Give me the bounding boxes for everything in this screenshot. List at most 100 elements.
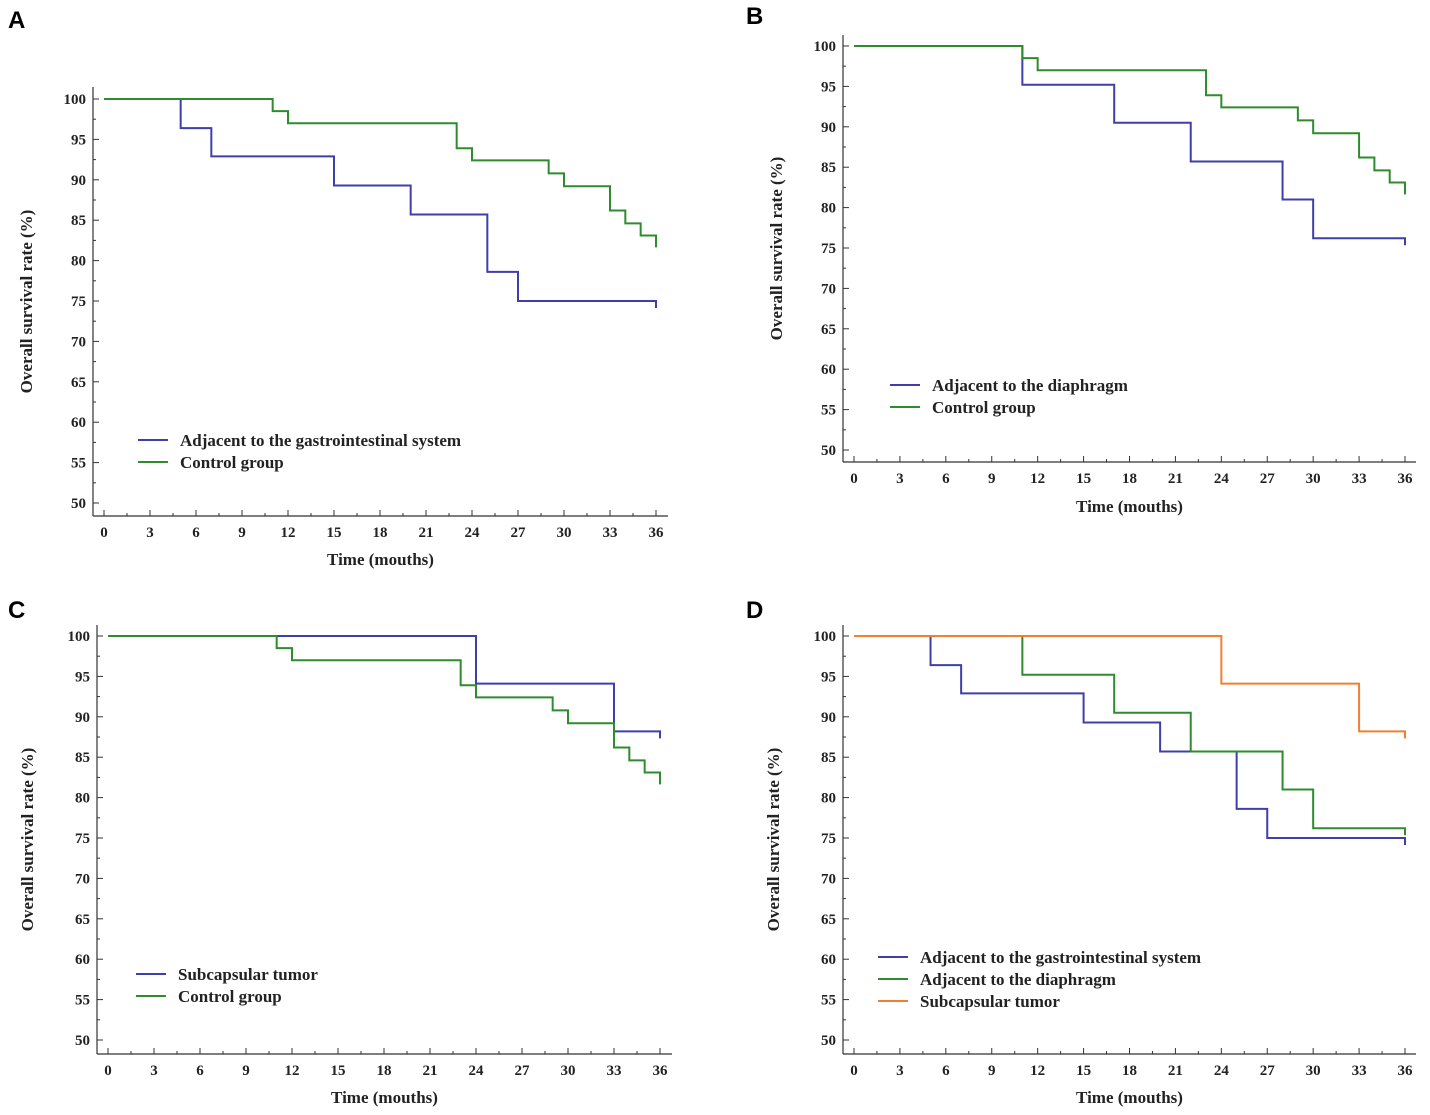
x-tick-label: 21 [419, 525, 434, 541]
legend: Adjacent to the gastrointestinal system C… [138, 431, 461, 472]
y-tick-label: 100 [68, 629, 91, 645]
y-tick-label: 80 [75, 791, 90, 807]
x-tick-label: 36 [1398, 471, 1414, 487]
y-tick-label: 50 [821, 443, 836, 459]
x-tick-label: 15 [1076, 471, 1091, 487]
y-tick-label: 95 [821, 79, 836, 95]
series-line-subcapsular-tumor [108, 635, 661, 739]
x-tick-label: 18 [377, 1063, 392, 1079]
y-tick-label: 95 [75, 669, 90, 685]
x-tick-label: 36 [1398, 1063, 1414, 1079]
y-tick-label: 75 [71, 294, 86, 310]
y-tick-label: 55 [821, 993, 836, 1009]
y-tick-label: 70 [821, 871, 836, 887]
x-tick-label: 27 [515, 1063, 531, 1079]
x-axis-title: Time (mouths) [1076, 497, 1183, 516]
series-line-adjacent-to-the-gastrointestinal-system [854, 635, 1406, 845]
x-tick-label: 36 [653, 1063, 669, 1079]
x-tick-label: 0 [850, 1063, 858, 1079]
x-tick-label: 33 [1352, 471, 1367, 487]
series-line-adjacent-to-the-gastrointestinal-system [104, 98, 657, 308]
x-tick-label: 18 [1122, 1063, 1137, 1079]
x-tick-label: 3 [896, 1063, 904, 1079]
y-tick-label: 50 [75, 1033, 90, 1049]
y-tick-label: 80 [821, 201, 836, 217]
y-tick-label: 60 [71, 415, 86, 431]
legend-label: Subcapsular tumor [920, 992, 1060, 1011]
y-axis-title: Overall survival rate (%) [764, 748, 783, 932]
x-tick-label: 24 [469, 1063, 485, 1079]
series-line-control-group [854, 45, 1406, 195]
x-tick-label: 30 [1306, 1063, 1321, 1079]
legend: Adjacent to the gastrointestinal system A… [878, 948, 1201, 1011]
series-line-adjacent-to-the-diaphragm [854, 45, 1406, 246]
x-tick-label: 3 [150, 1063, 158, 1079]
y-tick-label: 90 [71, 173, 86, 189]
y-tick-label: 55 [75, 993, 90, 1009]
y-tick-label: 100 [814, 629, 837, 645]
y-tick-label: 70 [75, 871, 90, 887]
x-tick-label: 33 [607, 1063, 622, 1079]
y-tick-label: 100 [814, 39, 837, 55]
x-tick-label: 6 [942, 1063, 950, 1079]
series-line-adjacent-to-the-diaphragm [854, 635, 1406, 836]
legend-label: Control group [932, 398, 1036, 417]
y-tick-label: 65 [821, 912, 836, 928]
y-tick-label: 60 [821, 952, 836, 968]
y-tick-label: 100 [64, 92, 87, 108]
y-tick-label: 60 [75, 952, 90, 968]
x-tick-label: 15 [327, 525, 342, 541]
legend-label: Adjacent to the gastrointestinal system [920, 948, 1201, 967]
x-tick-label: 21 [1168, 1063, 1183, 1079]
y-tick-label: 95 [71, 132, 86, 148]
x-tick-label: 33 [603, 525, 618, 541]
y-tick-label: 85 [71, 213, 86, 229]
y-tick-label: 55 [821, 403, 836, 419]
x-tick-label: 9 [988, 471, 996, 487]
legend-label: Control group [180, 453, 284, 472]
x-tick-label: 24 [465, 525, 481, 541]
x-axis-title: Time (mouths) [331, 1088, 438, 1107]
legend: Subcapsular tumor Control group [136, 965, 318, 1006]
panel-letter: C [8, 597, 25, 624]
y-tick-label: 70 [71, 334, 86, 350]
x-tick-label: 24 [1214, 471, 1230, 487]
series-line-subcapsular-tumor [854, 635, 1406, 739]
series-line-control-group [108, 635, 661, 785]
x-tick-label: 0 [850, 471, 858, 487]
y-tick-label: 65 [75, 912, 90, 928]
y-tick-label: 80 [821, 791, 836, 807]
x-tick-label: 3 [896, 471, 904, 487]
x-tick-label: 6 [192, 525, 200, 541]
x-axis-title: Time (mouths) [1076, 1088, 1183, 1107]
x-tick-label: 9 [242, 1063, 250, 1079]
x-tick-label: 21 [1168, 471, 1183, 487]
x-tick-label: 21 [423, 1063, 438, 1079]
panel-letter: D [746, 597, 763, 624]
x-tick-label: 24 [1214, 1063, 1230, 1079]
y-tick-label: 90 [821, 710, 836, 726]
x-tick-label: 0 [104, 1063, 112, 1079]
legend-label: Adjacent to the diaphragm [920, 970, 1116, 989]
x-tick-label: 12 [1030, 1063, 1045, 1079]
x-tick-label: 30 [557, 525, 572, 541]
y-tick-label: 75 [75, 831, 90, 847]
y-tick-label: 75 [821, 831, 836, 847]
x-tick-label: 27 [1260, 1063, 1276, 1079]
y-tick-label: 60 [821, 362, 836, 378]
y-axis-title: Overall survival rate (%) [18, 748, 37, 932]
x-tick-label: 9 [988, 1063, 996, 1079]
y-axis-title: Overall survival rate (%) [17, 210, 36, 394]
x-tick-label: 36 [649, 525, 665, 541]
x-tick-label: 12 [285, 1063, 300, 1079]
y-tick-label: 85 [821, 750, 836, 766]
y-tick-label: 85 [821, 160, 836, 176]
series-line-control-group [104, 98, 657, 248]
x-tick-label: 6 [942, 471, 950, 487]
y-tick-label: 80 [71, 254, 86, 270]
x-tick-label: 9 [238, 525, 246, 541]
x-tick-label: 12 [281, 525, 296, 541]
